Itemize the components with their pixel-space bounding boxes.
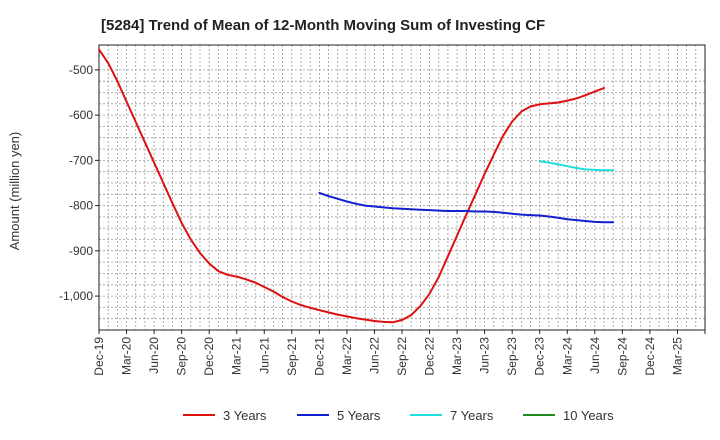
x-tick-label: Mar-24 (560, 337, 574, 375)
x-tick-label: Dec-22 (423, 337, 437, 376)
x-axis-ticks: Dec-19 Mar-20 Jun-20 Sep-20 Dec-20 Mar-21 Jun-… (92, 330, 706, 376)
x-tick-label: Jun-20 (147, 337, 161, 374)
grid (99, 45, 705, 330)
series-line-7-years (538, 160, 615, 172)
y-tick-label: -1,000 (59, 289, 93, 303)
chart-title: [5284] Trend of Mean of 12-Month Moving … (101, 17, 545, 34)
y-tick-label: -800 (69, 199, 93, 213)
x-tick-label: Mar-20 (120, 337, 134, 375)
x-tick-label: Dec-20 (202, 337, 216, 376)
legend: 3 Years 5 Years 7 Years 10 Years (183, 408, 614, 423)
x-tick-label: Sep-21 (285, 337, 299, 376)
legend-label-7-years: 7 Years (450, 408, 494, 423)
x-tick-label: Sep-22 (395, 337, 409, 376)
x-tick-label: Dec-23 (533, 337, 547, 376)
series-line-5-years (318, 191, 615, 224)
y-tick-label: -500 (69, 63, 93, 77)
x-tick-label: Dec-19 (92, 337, 106, 376)
x-tick-label: Jun-23 (478, 337, 492, 374)
x-tick-label: Mar-23 (450, 337, 464, 375)
x-tick-label: Sep-20 (175, 337, 189, 376)
y-tick-label: -700 (69, 153, 93, 167)
y-axis-ticks: -500 -600 -700 -800 -900 -1,000 (59, 63, 99, 303)
y-tick-label: -600 (69, 108, 93, 122)
legend-label-3-years: 3 Years (223, 408, 267, 423)
x-tick-label: Mar-25 (671, 337, 685, 375)
y-axis-label: Amount (million yen) (7, 132, 22, 251)
x-tick-label: Sep-24 (615, 337, 629, 376)
y-tick-label: -900 (69, 244, 93, 258)
x-tick-label: Jun-24 (588, 337, 602, 374)
x-tick-label: Mar-21 (230, 337, 244, 375)
x-tick-label: Mar-22 (340, 337, 354, 375)
x-tick-label: Jun-22 (368, 337, 382, 374)
legend-label-5-years: 5 Years (337, 408, 381, 423)
x-tick-label: Jun-21 (257, 337, 271, 374)
plot-frame (98, 44, 706, 331)
series-lines (98, 48, 615, 324)
series-line-3-years (98, 48, 605, 324)
x-tick-label: Dec-24 (643, 337, 657, 376)
legend-label-10-years: 10 Years (563, 408, 614, 423)
x-tick-label: Sep-23 (505, 337, 519, 376)
x-tick-label: Dec-21 (312, 337, 326, 376)
